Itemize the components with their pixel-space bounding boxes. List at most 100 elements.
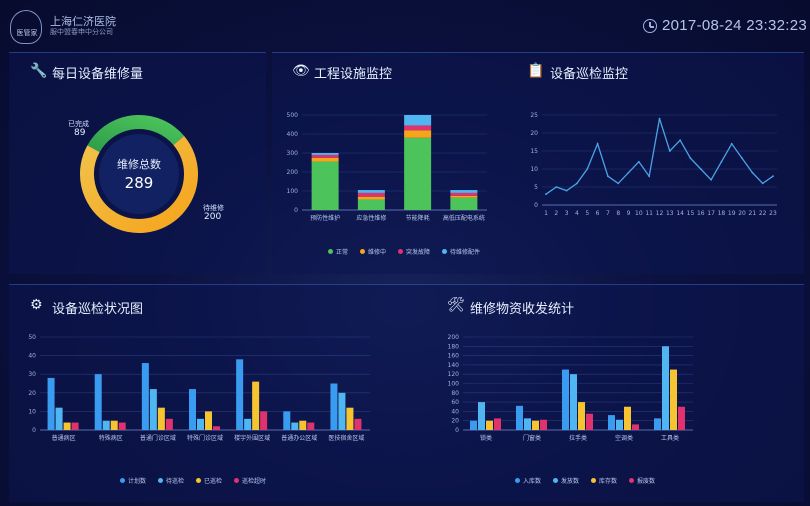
done-value: 89 [74,128,86,138]
line-ytick-label: 0 [534,202,538,209]
mat-legend-item[interactable]: 库存数 [591,476,617,485]
patrol-legend-label: 已巡检 [204,478,223,485]
dashboard-header: 医管家 上海仁济医院 服中盟春申中分公司 2017-08-24 23:32:23 [0,0,810,52]
wrench-icon: 🔧 [30,63,48,79]
eng-bar-segment [311,153,339,155]
pending-value: 200 [204,212,222,222]
patrol-legend-swatch [120,478,125,483]
line-xtick-label: 5 [585,210,589,217]
patrol-legend-swatch [234,478,240,483]
patrol-bar [244,418,252,430]
mat-bar [578,402,585,430]
patrol-ytick-label: 30 [28,371,36,378]
mat-legend-swatch [515,478,520,483]
line-point [617,182,620,185]
eng-ytick-label: 500 [287,112,299,119]
line-point [699,168,702,170]
line-xtick-label: 10 [635,210,643,217]
eng-legend-item[interactable]: 正常 [328,247,348,256]
mat-legend-item[interactable]: 入库数 [515,476,541,485]
donut-center-value: 289 [124,174,154,192]
line-point [710,178,712,181]
line-point [679,139,682,142]
line-xtick-label: 17 [707,210,715,217]
mat-ytick-label: 100 [448,381,460,388]
patrol-bar [102,420,110,430]
mat-legend-item[interactable]: 发放数 [553,476,579,485]
mat-bar [662,346,669,430]
patrol-legend-item[interactable]: 计划数 [120,476,146,485]
patrol-xtick-label: 普通病区 [52,434,76,442]
eng-bar-segment [450,195,478,198]
patrol-bar [346,407,354,430]
line-point [720,160,723,163]
patrol-bar [110,420,118,430]
mat-ytick-label: 140 [448,362,460,369]
patrol-bar [149,389,157,430]
eng-bar-segment [311,161,339,210]
line-ytick-label: 5 [534,184,538,191]
line-point [658,117,661,120]
line-point [689,157,692,160]
mat-bar [532,420,539,430]
eng-bar-segment [450,197,478,210]
eng-legend-item[interactable]: 突发故障 [398,247,430,256]
line-xtick-label: 6 [596,210,600,217]
engineering-stacked-bar-chart[interactable]: 0 100 200 300 400 500 预防性维护 应急性维修 节能降耗 高低压配电系统 [280,105,492,230]
patrol-xtick-label: 特殊门诊区域 [187,434,223,442]
mat-bar [470,420,477,430]
patrol-bar [165,418,173,430]
eng-legend-item[interactable]: 待维修配件 [442,247,480,256]
patrol-status-title: 设备巡检状况图 [52,302,144,317]
line-xtick-label: 4 [575,210,579,217]
patrol-ytick-label: 50 [28,334,36,341]
mat-bar [570,374,577,430]
line-xtick-label: 23 [769,210,777,217]
eng-bar-segment [311,154,339,158]
eng-bar-segment [404,125,432,131]
patrol-bar [307,422,315,430]
maintenance-donut-chart[interactable]: 维修总数 289 [77,112,201,236]
logo-text: 医管家 [16,29,38,37]
mat-legend-label: 发放数 [561,478,580,485]
eng-ytick-label: 200 [287,169,299,176]
mat-ytick-label: 120 [448,371,460,378]
patrol-ytick-label: 10 [28,408,36,415]
mat-legend-item[interactable]: 报废数 [629,476,655,485]
line-xtick-label: 13 [666,210,674,217]
line-point [545,193,547,196]
mat-ytick-label: 180 [448,343,460,350]
mat-legend-swatch [591,478,597,483]
patrol-bar [213,426,220,430]
eng-legend-swatch [328,249,333,254]
patrol-bar [63,422,71,430]
engineering-legend: 正常 维修中 突发故障 待维修配件 [328,247,480,256]
patrol-xtick-label: 普通办公区域 [281,434,317,442]
patrol-legend-item[interactable]: 待巡检 [158,476,184,485]
mat-bar [540,419,547,430]
eng-bar-segment [450,192,478,196]
line-point [741,157,743,160]
mat-legend-swatch [629,478,635,483]
patrol-legend-item[interactable]: 巡检超时 [234,476,266,485]
mat-ytick-label: 80 [451,390,459,397]
line-xtick-label: 11 [645,210,653,217]
mat-ytick-label: 60 [451,399,459,406]
mat-ytick-label: 0 [455,427,459,434]
line-xtick-label: 2 [554,210,558,217]
line-ytick-label: 25 [530,112,538,119]
patrol-bar [141,363,149,430]
line-point [596,142,599,145]
patrol-legend-item[interactable]: 已巡检 [196,476,222,485]
eng-legend-item[interactable]: 维修中 [360,247,386,256]
patrol-bar [157,407,165,430]
mat-bar [632,424,639,430]
patrol-xtick-label: 普通门诊区域 [140,434,176,442]
line-xtick-label: 1 [544,210,548,217]
patrol-status-bar-chart[interactable]: 0 10 20 30 40 50 普通病区 特殊病区 普通门诊区域 特殊门诊区域 楼宇外围区域 普通办… [20,330,375,455]
mat-xtick-label: 空调类 [615,434,633,442]
current-datetime: 2017-08-24 23:32:23 [662,17,807,34]
eng-ytick-label: 100 [287,188,299,195]
materials-bar-chart[interactable]: 0 20 40 60 80 100 120 140 160 180 200 锁类 门窗类 拉手类 空调类 工具… [435,330,700,455]
